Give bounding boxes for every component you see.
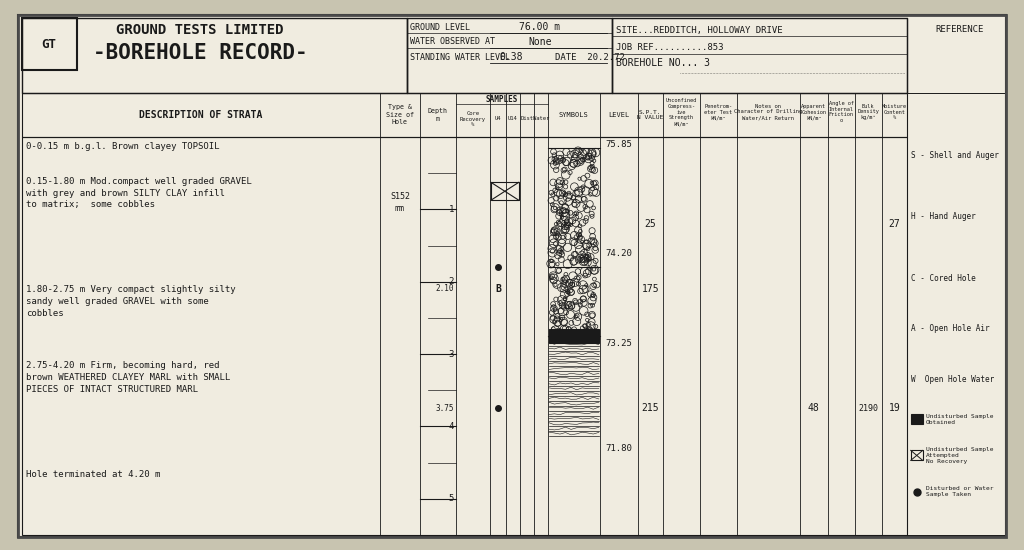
Text: Notes on
Character of Drilling
Water/Air Return: Notes on Character of Drilling Water/Air…	[734, 104, 803, 120]
Bar	[22, 137, 906, 535]
Text: S152
mm: S152 mm	[390, 192, 410, 212]
Text: SAMPLES: SAMPLES	[485, 95, 518, 103]
Text: 1.80-2.75 m Very compact slightly silty
sandy well graded GRAVEL with some
cobbl: 1.80-2.75 m Very compact slightly silty …	[26, 285, 236, 318]
Text: Dist: Dist	[520, 117, 534, 122]
Text: B: B	[495, 284, 501, 294]
Text: Angle of
Internal
Friction
o: Angle of Internal Friction o	[828, 101, 854, 123]
Text: S.P.T.
N VALUE: S.P.T. N VALUE	[637, 109, 664, 120]
Text: STANDING WATER LEVEL: STANDING WATER LEVEL	[410, 52, 510, 62]
Text: 76.00 m: 76.00 m	[519, 22, 560, 32]
Text: None: None	[528, 37, 552, 47]
Text: SYMBOLS: SYMBOLS	[559, 112, 589, 118]
Text: -BOREHOLE RECORD-: -BOREHOLE RECORD-	[92, 43, 307, 63]
Text: 2: 2	[449, 277, 454, 286]
Text: DESCRIPTION OF STRATA: DESCRIPTION OF STRATA	[139, 110, 262, 120]
Bar	[22, 93, 906, 137]
Text: S - Shell and Auger: S - Shell and Auger	[910, 151, 998, 160]
Text: 2190: 2190	[858, 404, 879, 413]
Text: 3: 3	[449, 350, 454, 359]
Bar	[611, 18, 906, 93]
Text: 19: 19	[889, 403, 900, 414]
Bar	[549, 329, 599, 343]
Text: Hole terminated at 4.20 m: Hole terminated at 4.20 m	[26, 470, 161, 479]
Text: 73.25: 73.25	[605, 339, 632, 348]
Text: 0.38: 0.38	[500, 52, 523, 62]
Text: C - Cored Hole: C - Cored Hole	[910, 273, 976, 283]
Text: LEVEL: LEVEL	[608, 112, 630, 118]
Text: 5: 5	[449, 494, 454, 503]
Text: WATER OBSERVED AT: WATER OBSERVED AT	[410, 37, 495, 47]
Text: 48: 48	[808, 403, 819, 414]
Text: Disturbed or Water
Sample Taken: Disturbed or Water Sample Taken	[926, 486, 993, 497]
Text: GROUND TESTS LIMITED: GROUND TESTS LIMITED	[116, 23, 284, 37]
Text: SITE...REDDITCH, HOLLOWAY DRIVE: SITE...REDDITCH, HOLLOWAY DRIVE	[615, 25, 782, 35]
Text: U14: U14	[508, 117, 518, 122]
Text: 2.75-4.20 m Firm, becoming hard, red
brown WEATHERED CLAYEY MARL with SMALL
PIEC: 2.75-4.20 m Firm, becoming hard, red bro…	[26, 361, 230, 394]
Bar	[910, 450, 923, 460]
Text: Moisture
Content
%: Moisture Content %	[882, 104, 906, 120]
Text: W  Open Hole Water: W Open Hole Water	[910, 375, 994, 384]
Bar	[910, 414, 923, 424]
Text: U4: U4	[495, 117, 501, 122]
Text: Bulk
Density
kg/m³: Bulk Density kg/m³	[857, 104, 880, 120]
Text: Undisturbed Sample
Attempted
No Recovery: Undisturbed Sample Attempted No Recovery	[926, 447, 993, 464]
Text: 71.80: 71.80	[605, 444, 632, 453]
Text: Penetrom-
eter Test
kN/m²: Penetrom- eter Test kN/m²	[705, 104, 732, 120]
Bar	[490, 182, 519, 200]
Bar	[906, 93, 1006, 535]
Text: REFERENCE: REFERENCE	[936, 25, 984, 35]
Text: Type &
Size of
Hole: Type & Size of Hole	[386, 104, 414, 125]
Text: A - Open Hole Air: A - Open Hole Air	[910, 324, 989, 333]
Text: Undisturbed Sample
Obtained: Undisturbed Sample Obtained	[926, 414, 993, 425]
Text: 4: 4	[449, 422, 454, 431]
Text: 75.85: 75.85	[605, 140, 632, 149]
Bar	[22, 18, 407, 93]
Text: 3.75: 3.75	[435, 404, 454, 413]
Text: JOB REF..........853: JOB REF..........853	[615, 42, 723, 52]
Text: 2.10: 2.10	[435, 284, 454, 294]
Bar	[22, 18, 77, 70]
Bar	[407, 18, 611, 93]
Text: 74.20: 74.20	[605, 249, 632, 257]
Text: Depth
m: Depth m	[428, 108, 447, 122]
Text: 0-0.15 m b.g.l. Brown clayey TOPSOIL: 0-0.15 m b.g.l. Brown clayey TOPSOIL	[26, 142, 219, 151]
Text: 215: 215	[641, 403, 659, 414]
Text: GROUND LEVEL: GROUND LEVEL	[410, 23, 470, 31]
Text: BOREHOLE NO... 3: BOREHOLE NO... 3	[615, 58, 710, 68]
Text: Apparent
Cohesion
kN/m²: Apparent Cohesion kN/m²	[801, 104, 826, 120]
Text: 25: 25	[644, 219, 656, 229]
Text: GT: GT	[42, 37, 56, 51]
Text: 0.15-1.80 m Mod.compact well graded GRAVEL
with grey and brown SILTY CLAY infill: 0.15-1.80 m Mod.compact well graded GRAV…	[26, 177, 252, 210]
Text: 175: 175	[641, 284, 659, 294]
Text: Water: Water	[532, 117, 549, 122]
Text: 1: 1	[449, 205, 454, 214]
Text: H - Hand Auger: H - Hand Auger	[910, 212, 976, 221]
Text: 27: 27	[889, 219, 900, 229]
Text: Unconfined
Compress-
ive
Strength
kN/m²: Unconfined Compress- ive Strength kN/m²	[666, 98, 697, 126]
Text: DATE  20.2.72: DATE 20.2.72	[555, 52, 625, 62]
Text: Core
Recovery
%: Core Recovery %	[460, 111, 485, 127]
